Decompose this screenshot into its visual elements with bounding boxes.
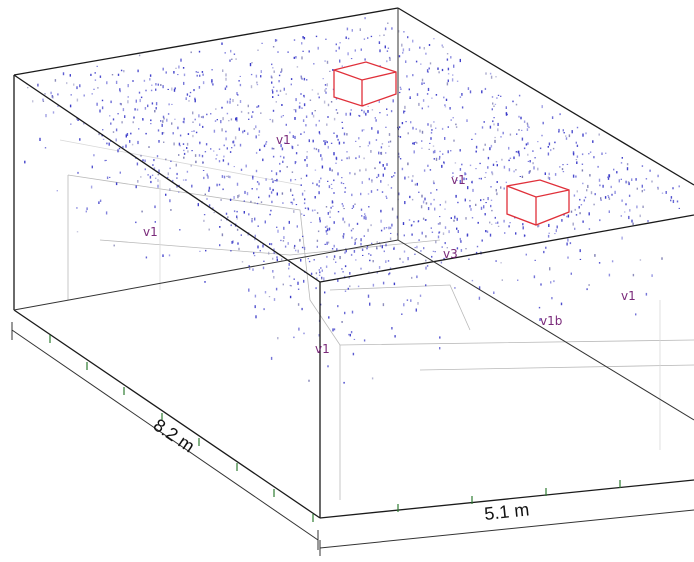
zone-label: v1: [621, 289, 636, 303]
zone-label: v3: [443, 247, 458, 261]
zone-label: v1: [315, 342, 330, 356]
roof-edge-front: [13, 74, 321, 283]
zone-label: v1: [451, 173, 466, 187]
zone-label: v1: [276, 133, 291, 147]
zone-label: v1b: [540, 314, 562, 328]
zone-labels: v1 v1 v1 v3 v1 v1b v1: [143, 133, 636, 356]
floor-edge-left: [13, 309, 321, 519]
dimension-width: 5.1 m: [319, 480, 694, 556]
roof-edge-right: [319, 214, 694, 283]
floor-edge-back-left: [13, 239, 399, 311]
dimension-depth: 8.2 m: [11, 322, 319, 550]
width-dimension-label: 5.1 m: [483, 499, 530, 524]
room-outline: [13, 7, 694, 519]
floor-edge-right: [319, 479, 694, 519]
sensor-box-1: [333, 61, 397, 107]
interior-hidden-lines: [59, 139, 694, 500]
roof-edge-back: [397, 7, 694, 186]
depth-dimension-label: 8.2 m: [150, 415, 199, 457]
floor-edge-back-right: [397, 239, 694, 421]
sensor-box-2: [506, 179, 570, 226]
roof-edge-left: [13, 7, 399, 76]
zone-label: v1: [143, 225, 158, 239]
